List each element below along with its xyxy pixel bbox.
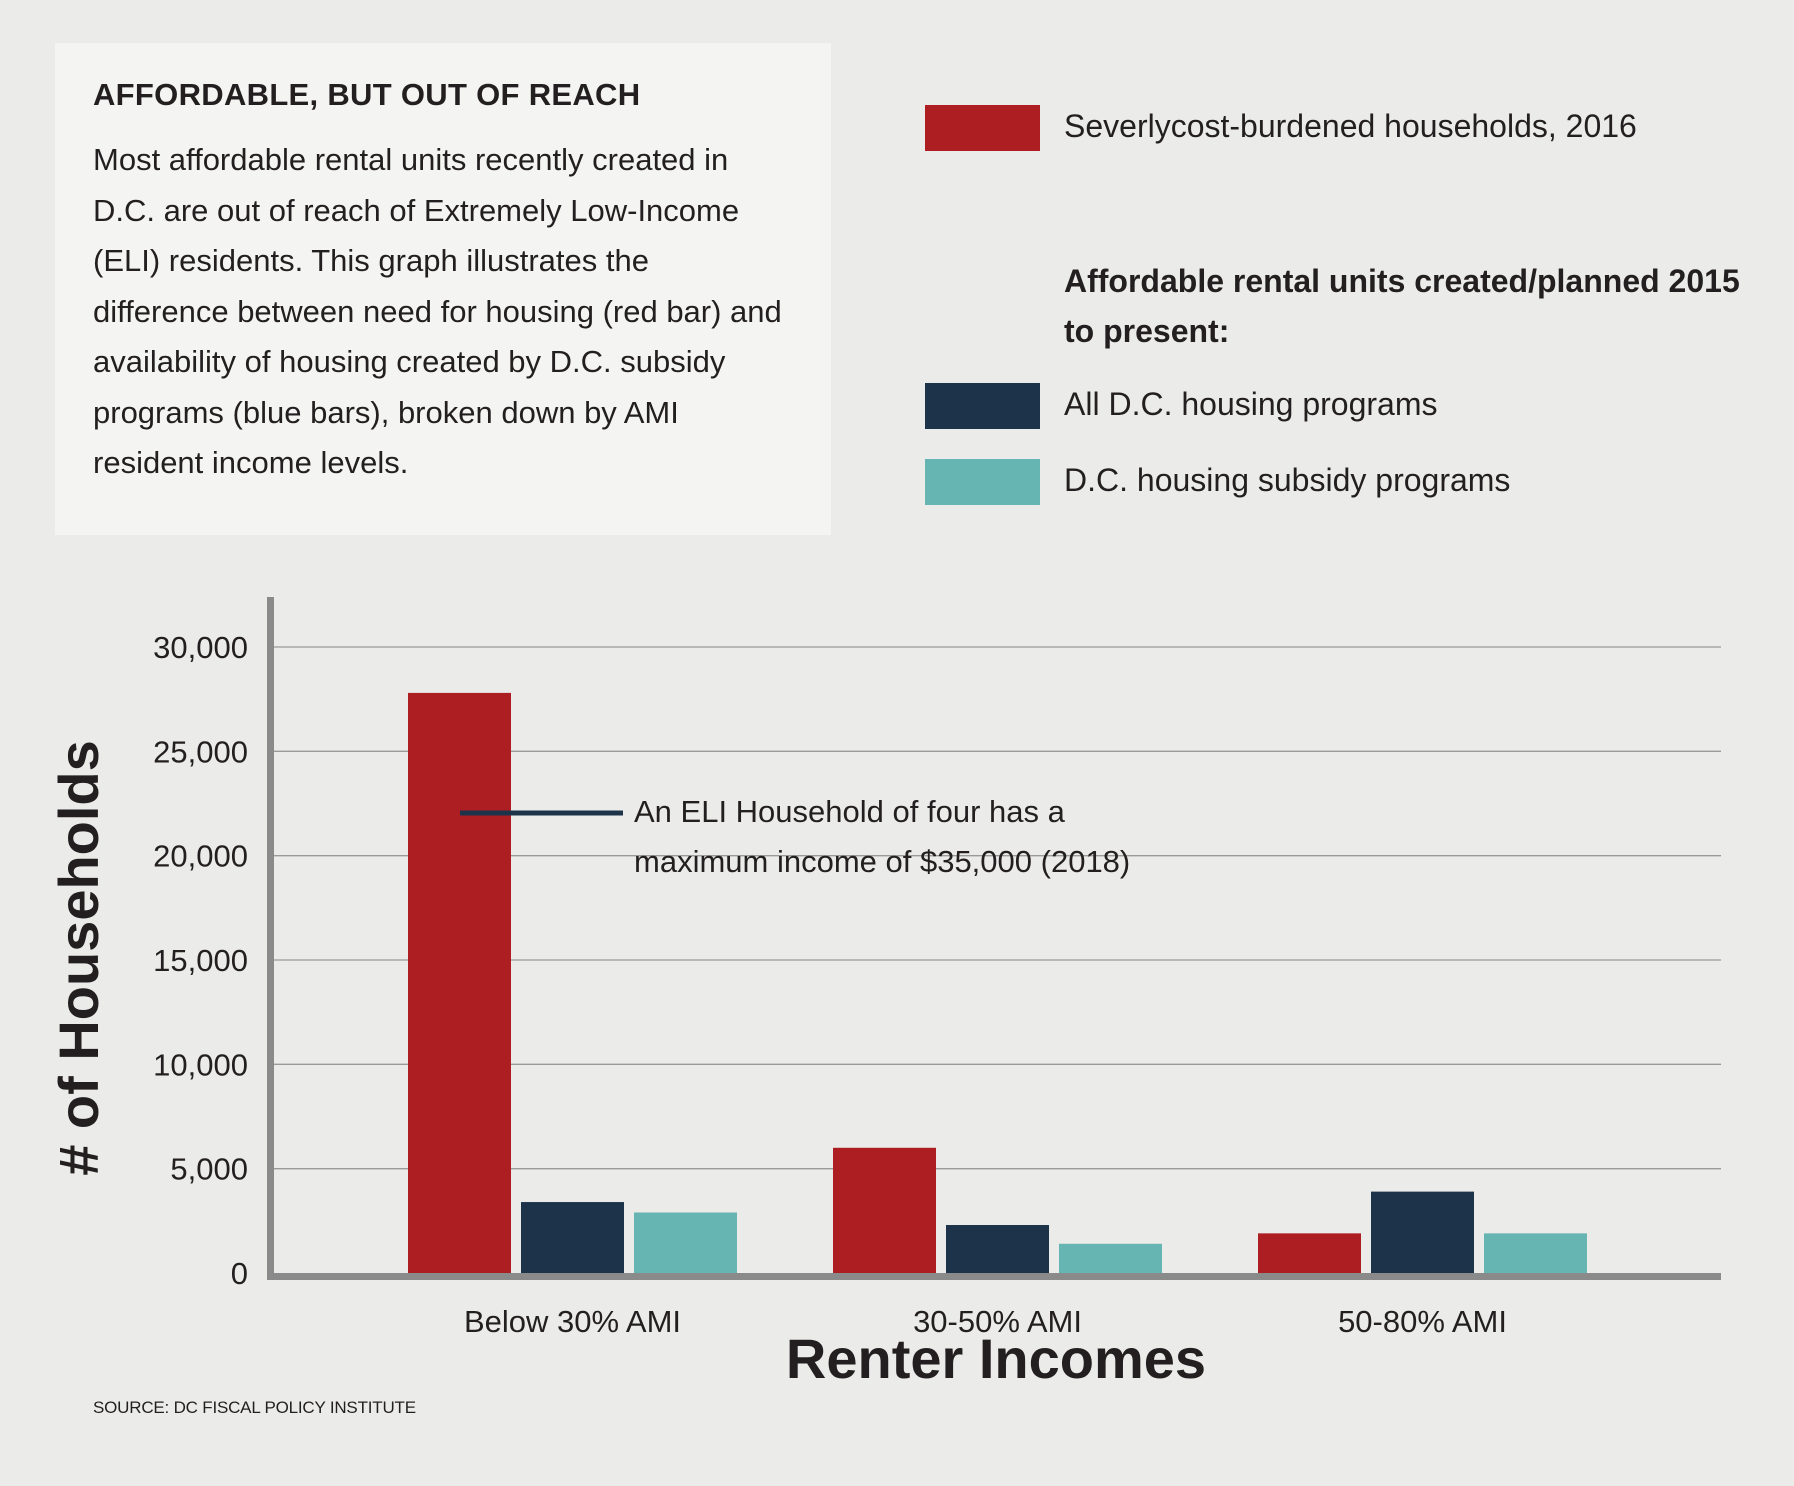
legend-label-severe: Severlycost-burdened households, 2016: [1064, 108, 1637, 144]
y-tick-label: 20,000: [153, 839, 248, 874]
x-axis-title: Renter Incomes: [786, 1327, 1206, 1390]
bar-severe: [1258, 1233, 1361, 1273]
y-tick-label: 0: [231, 1256, 248, 1291]
bar-subsidy-programs: [1484, 1233, 1587, 1273]
x-axis-line: [267, 1273, 1721, 1280]
grid-lines: [274, 646, 1721, 1170]
x-category-label: 50-80% AMI: [1338, 1304, 1507, 1339]
legend-swatch-all: [925, 383, 1040, 429]
y-tick-labels: 0 5,000 10,000 15,000 20,000 25,000 30,000: [153, 630, 248, 1291]
legend-label-subsidy: D.C. housing subsidy programs: [1064, 462, 1511, 498]
bar-all-programs: [946, 1225, 1049, 1273]
legend-swatch-subsidy: [925, 459, 1040, 505]
intro-box: AFFORDABLE, BUT OUT OF REACH Most afford…: [55, 43, 831, 535]
annotation-line-1: An ELI Household of four has a: [634, 794, 1066, 829]
annotation-line-2: maximum income of $35,000 (2018): [634, 844, 1130, 879]
x-category-label: 30-50% AMI: [913, 1304, 1082, 1339]
bar-all-programs: [521, 1202, 624, 1273]
y-tick-label: 30,000: [153, 630, 248, 665]
y-tick-label: 10,000: [153, 1047, 248, 1082]
x-category-label: Below 30% AMI: [464, 1304, 681, 1339]
y-tick-label: 5,000: [170, 1152, 248, 1187]
legend-swatch-severe: [925, 105, 1040, 151]
intro-body: Most affordable rental units recently cr…: [93, 142, 782, 480]
y-tick-label: 15,000: [153, 943, 248, 978]
category-labels: Below 30% AMI 30-50% AMI 50-80% AMI: [464, 1304, 1507, 1339]
bar-subsidy-programs: [634, 1212, 737, 1273]
bar-subsidy-programs: [1059, 1243, 1162, 1273]
bars: [408, 692, 1587, 1273]
legend-label-all: All D.C. housing programs: [1064, 386, 1438, 422]
y-tick-label: 25,000: [153, 734, 248, 769]
legend-heading: Affordable rental units created/planned …: [1064, 263, 1740, 349]
intro-title: AFFORDABLE, BUT OUT OF REACH: [93, 77, 641, 112]
source-note: SOURCE: DC FISCAL POLICY INSTITUTE: [93, 1398, 416, 1417]
y-axis-line: [267, 597, 274, 1280]
bar-all-programs: [1371, 1191, 1474, 1273]
bar-severe: [408, 692, 511, 1273]
y-axis-title: # of Households: [47, 740, 110, 1176]
bar-severe: [833, 1147, 936, 1273]
